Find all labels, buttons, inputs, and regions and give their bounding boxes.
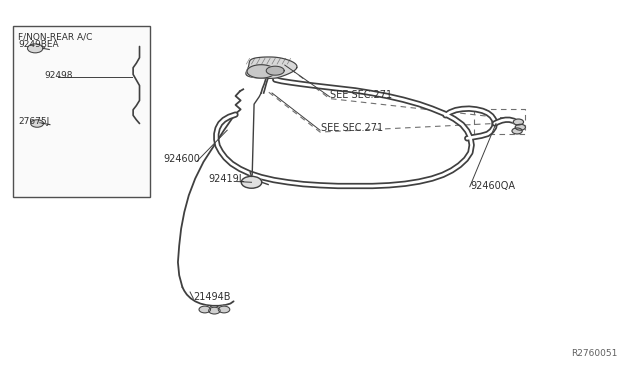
Text: 92498: 92498	[45, 71, 74, 80]
Text: 924600: 924600	[163, 154, 200, 164]
Text: SEE SEC.271: SEE SEC.271	[330, 90, 392, 100]
Circle shape	[209, 307, 220, 314]
Circle shape	[513, 119, 524, 125]
Polygon shape	[246, 57, 297, 78]
Circle shape	[218, 306, 230, 313]
Circle shape	[28, 44, 43, 53]
Bar	[13, 26, 150, 197]
Text: 92419L: 92419L	[208, 174, 244, 184]
Text: 21494B: 21494B	[193, 292, 231, 302]
Text: 27675J: 27675J	[18, 116, 49, 125]
Text: F/NON-REAR A/C: F/NON-REAR A/C	[18, 33, 92, 42]
Text: R2760051: R2760051	[572, 349, 618, 358]
Polygon shape	[266, 66, 284, 75]
Circle shape	[31, 120, 44, 127]
Text: 9249BEA: 9249BEA	[18, 40, 58, 49]
Polygon shape	[247, 65, 275, 78]
Text: SEE SEC.271: SEE SEC.271	[321, 123, 383, 133]
Circle shape	[241, 176, 262, 188]
Circle shape	[512, 128, 522, 134]
Circle shape	[199, 306, 211, 313]
Text: 92460QA: 92460QA	[470, 180, 515, 190]
Circle shape	[515, 124, 525, 130]
